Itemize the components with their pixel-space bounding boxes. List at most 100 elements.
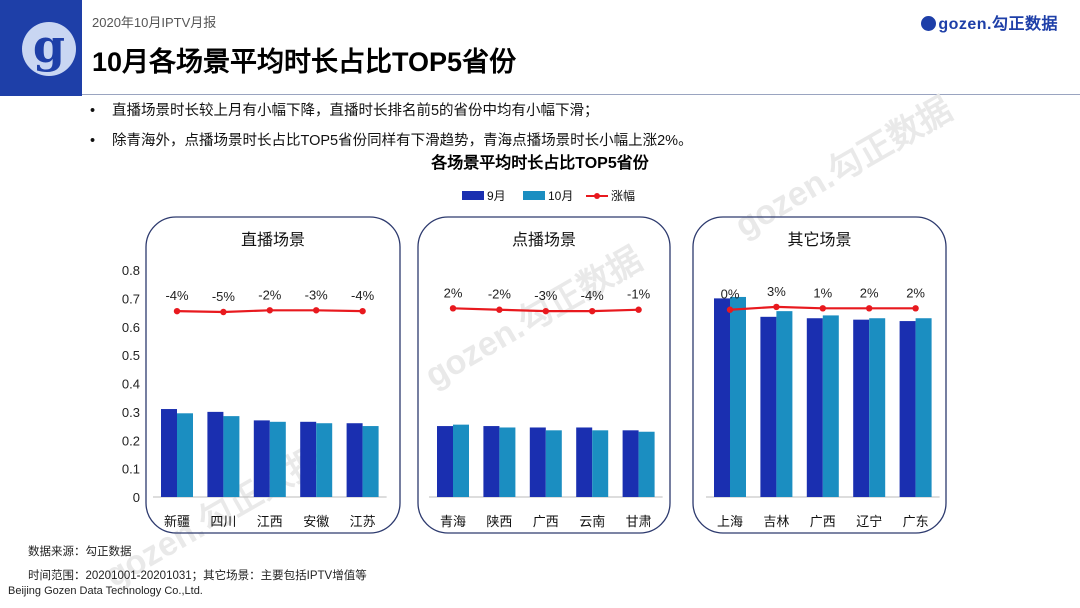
change-data-label: 2% xyxy=(860,285,879,300)
bar-sep xyxy=(576,427,593,497)
x-tick-label: 广西 xyxy=(533,514,559,529)
bar-oct xyxy=(362,426,379,497)
change-data-label: -4% xyxy=(581,288,605,303)
change-data-label: 0% xyxy=(721,287,740,302)
panel-frame xyxy=(145,216,401,534)
x-tick-label: 辽宁 xyxy=(856,514,882,529)
y-tick-label: 0.1 xyxy=(122,462,140,477)
footer-range: 时间范围：20201001-20201031；其它场景：主要包括IPTV增值等 xyxy=(28,570,367,582)
panel-title: 其它场景 xyxy=(787,231,851,249)
bar-sep xyxy=(806,318,823,497)
bar-sep xyxy=(161,409,177,497)
bar-sep xyxy=(437,426,453,497)
brand-mark-icon xyxy=(921,16,937,31)
change-point xyxy=(635,306,642,313)
bar-oct xyxy=(822,315,839,497)
change-point xyxy=(313,307,320,314)
change-point xyxy=(773,303,780,311)
change-point xyxy=(589,307,596,315)
change-data-label: 2% xyxy=(444,285,463,300)
bar-oct xyxy=(638,431,655,497)
page-title: 10月各场景平均时长占比TOP5省份 xyxy=(92,47,517,77)
panel-title: 直播场景 xyxy=(241,231,305,249)
bar-sep xyxy=(853,319,870,497)
change-point xyxy=(359,307,366,315)
x-tick-label: 甘肃 xyxy=(626,514,652,529)
change-data-label: -2% xyxy=(258,287,282,302)
bar-oct xyxy=(869,318,886,497)
y-tick-label: 0.5 xyxy=(122,348,140,363)
bar-oct xyxy=(453,424,469,497)
y-tick-label: 0.2 xyxy=(122,433,140,448)
x-tick-label: 青海 xyxy=(440,514,466,529)
bar-oct xyxy=(592,430,609,497)
change-point xyxy=(819,305,826,312)
change-data-label: 1% xyxy=(813,285,832,300)
change-data-label: -3% xyxy=(305,287,329,302)
change-point xyxy=(220,308,227,316)
y-tick-label: 0.8 xyxy=(122,263,140,278)
bar-sep xyxy=(483,426,500,497)
panel-title: 点播场景 xyxy=(512,231,576,249)
change-point xyxy=(866,305,873,312)
bar-sep xyxy=(253,420,270,497)
change-data-label: 2% xyxy=(906,285,925,300)
y-tick-label: 0.3 xyxy=(122,405,140,420)
bar-sep xyxy=(529,427,546,497)
x-tick-label: 陕西 xyxy=(486,514,512,529)
change-data-label: -2% xyxy=(488,287,512,302)
bar-oct xyxy=(177,413,193,497)
bar-sep xyxy=(899,321,916,497)
change-point xyxy=(912,305,919,312)
x-tick-label: 广西 xyxy=(810,514,836,529)
bullet-list: • 直播场景时长较上月有小幅下降，直播时长排名前5的省份中均有小幅下滑； • 除青海… xyxy=(90,96,693,156)
bar-oct xyxy=(915,318,932,497)
chart-title: 各场景平均时长占比TOP5省份 xyxy=(430,153,650,172)
bar-oct xyxy=(730,296,746,497)
change-point xyxy=(496,306,503,313)
brand-logo: gozen.勾正数据 xyxy=(921,10,1058,34)
y-tick-label: 0.7 xyxy=(122,291,140,306)
panel-frame xyxy=(417,216,671,534)
bar-sep xyxy=(300,421,317,497)
bar-sep xyxy=(622,430,639,497)
footer-company: Beijing Gozen Data Technology Co.,Ltd. xyxy=(8,585,203,597)
change-data-label: -1% xyxy=(627,287,651,302)
y-axis: 0 0.1 0.2 0.3 0.4 0.5 0.6 0.7 0.8 xyxy=(122,263,140,505)
legend-swatch-oct xyxy=(523,191,545,200)
legend: 9月 10月 涨幅 xyxy=(462,188,635,203)
change-data-label: 3% xyxy=(767,284,786,299)
change-data-label: -4% xyxy=(351,288,375,303)
header-accent-block: g xyxy=(0,0,82,96)
y-tick-label: 0.4 xyxy=(122,377,140,392)
report-label: 2020年10月IPTV月报 xyxy=(92,15,217,30)
panel-frame xyxy=(692,216,947,534)
change-point xyxy=(449,305,457,312)
x-tick-label: 四川 xyxy=(210,514,236,529)
change-point xyxy=(266,307,273,314)
x-tick-label: 安徽 xyxy=(303,514,329,529)
change-data-label: -4% xyxy=(165,288,189,303)
title-divider xyxy=(82,94,1080,95)
footer-source: 数据来源：勾正数据 xyxy=(28,546,132,558)
bar-oct xyxy=(316,423,333,497)
x-tick-label: 吉林 xyxy=(763,514,789,529)
gozen-logo-icon: g xyxy=(22,22,76,76)
legend-label: 涨幅 xyxy=(611,188,635,203)
legend-swatch-sep xyxy=(462,191,484,200)
y-tick-label: 0 xyxy=(133,490,140,505)
bar-sep xyxy=(207,411,224,497)
change-data-label: -5% xyxy=(212,289,236,304)
bullet-item: • 除青海外，点播场景时长占比TOP5省份同样有下滑趋势，青海点播场景时长小幅上涨… xyxy=(90,133,693,149)
bar-oct xyxy=(776,311,793,497)
x-tick-label: 江西 xyxy=(257,514,283,529)
change-point xyxy=(542,307,549,315)
bullet-item: • 直播场景时长较上月有小幅下降，直播时长排名前5的省份中均有小幅下滑； xyxy=(90,103,599,119)
change-data-label: -3% xyxy=(534,288,558,303)
x-tick-label: 新疆 xyxy=(164,514,190,529)
